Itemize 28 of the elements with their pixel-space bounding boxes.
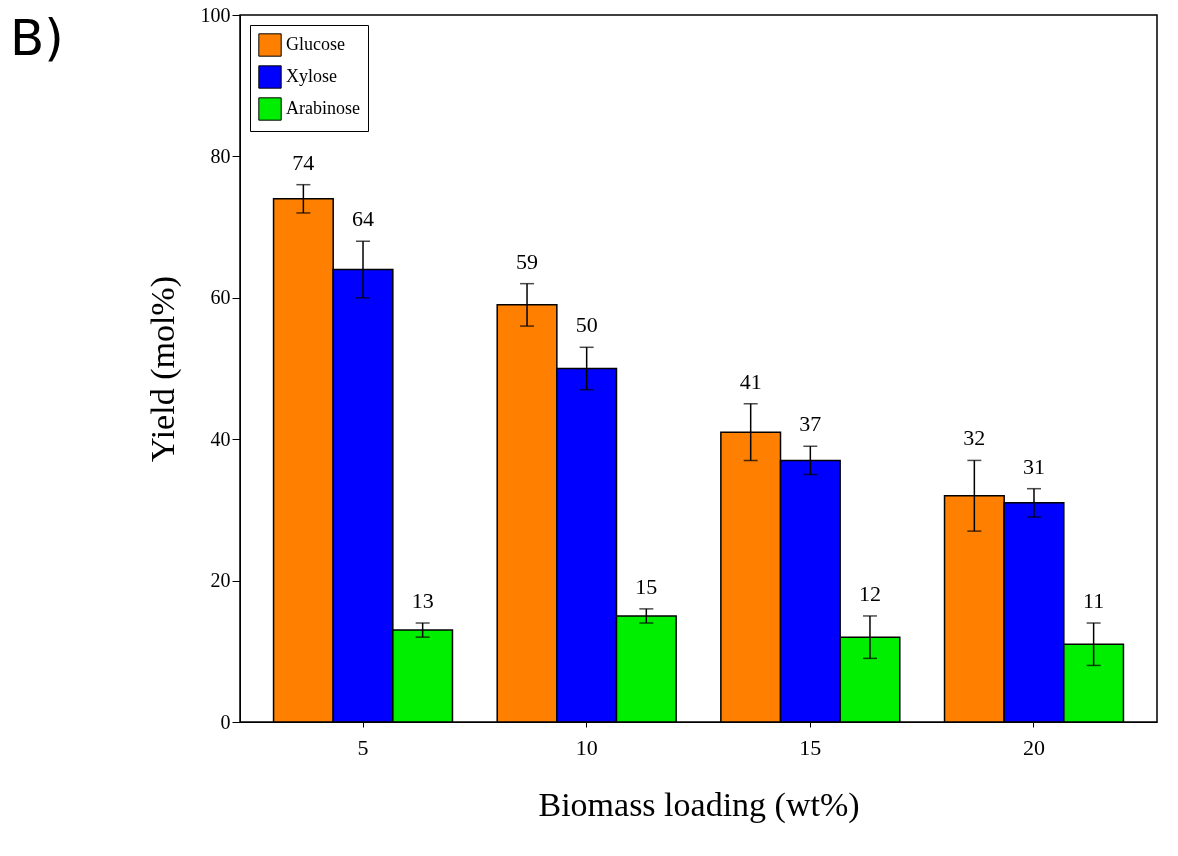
x-tick-label: 5 <box>357 734 369 760</box>
data-label: 15 <box>635 573 658 599</box>
data-label: 37 <box>799 411 822 437</box>
chart-title: B) <box>10 9 64 67</box>
data-label: 74 <box>292 149 315 175</box>
y-tick-label: 40 <box>210 427 231 450</box>
data-label: 50 <box>575 312 598 338</box>
legend-label: Xylose <box>286 66 337 86</box>
legend-label: Arabinose <box>286 98 360 118</box>
data-label: 13 <box>411 588 434 614</box>
x-axis-title: Biomass loading (wt%) <box>538 785 860 824</box>
x-tick-label: 15 <box>799 734 822 760</box>
legend-label: Glucose <box>286 34 345 54</box>
data-label: 59 <box>516 248 539 274</box>
y-tick-label: 80 <box>210 144 231 167</box>
x-tick-label: 20 <box>1022 734 1045 760</box>
data-label: 64 <box>352 206 375 232</box>
data-label: 31 <box>1022 453 1045 479</box>
data-label: 11 <box>1083 588 1105 614</box>
y-tick-label: 100 <box>200 3 231 26</box>
data-label: 12 <box>858 580 881 606</box>
y-axis-title: Yield (mol%) <box>143 275 182 463</box>
data-label: 41 <box>739 368 762 394</box>
y-tick-label: 60 <box>210 286 231 309</box>
y-tick-label: 20 <box>210 569 231 592</box>
y-tick-label: 0 <box>220 710 231 733</box>
x-tick-label: 10 <box>575 734 598 760</box>
data-label: 32 <box>963 425 986 451</box>
